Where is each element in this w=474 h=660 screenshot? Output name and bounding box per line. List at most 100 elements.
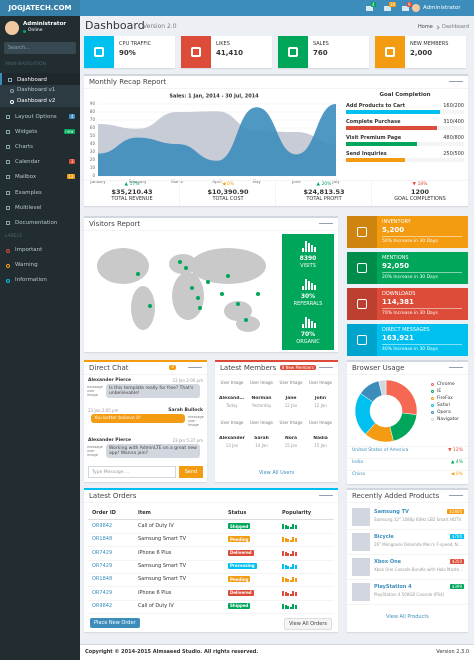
member-name[interactable]: Jane	[285, 396, 297, 401]
stat-change: ▲ 17%	[124, 182, 140, 187]
nav-icon[interactable]	[366, 6, 373, 11]
icon-glyph	[357, 335, 367, 345]
stat-note: 20% Increase in 30 Days	[382, 275, 438, 280]
member-date: Yesterday	[251, 403, 272, 408]
member-name[interactable]: Alexander Pierce	[219, 396, 245, 401]
row-divider	[88, 533, 334, 534]
nav-item[interactable]: Dashboard v1	[0, 85, 80, 96]
label-text[interactable]: Important	[15, 247, 43, 253]
breadcrumb[interactable]: Home	[418, 24, 433, 30]
nav-item[interactable]: Layout Options 4	[0, 110, 80, 124]
search-box[interactable]: Search...	[4, 42, 76, 54]
info-box: NEW MEMBERS 2,000	[375, 36, 466, 68]
product-name[interactable]: Xbox One	[374, 559, 402, 565]
header-user[interactable]: Administrator	[423, 5, 461, 11]
nav-item[interactable]: Widgets new	[0, 125, 80, 139]
box-title: Latest Orders	[89, 492, 137, 500]
product-image	[352, 533, 370, 551]
order-item: iPhone 6 Plus	[138, 549, 172, 556]
stat-block: ▲ 17% $35,210.43 TOTAL REVENUE	[84, 182, 180, 206]
country-name[interactable]: China	[352, 472, 365, 477]
product-name[interactable]: Bicycle	[374, 534, 394, 540]
map-land	[172, 272, 204, 320]
new-order-button[interactable]: Place New Order	[90, 618, 140, 628]
box-divider	[347, 502, 468, 503]
country-name[interactable]: India	[352, 460, 364, 465]
member-image-alt: User Image	[250, 420, 273, 425]
view-products[interactable]: View All Products	[386, 614, 429, 620]
labels-title: LABELS	[5, 234, 22, 239]
info-icon	[181, 36, 211, 68]
stat-label: INVENTORY	[382, 219, 411, 225]
stat-label: GOAL COMPLETIONS	[394, 196, 446, 202]
nav-badge: 4	[371, 2, 376, 7]
sparkline	[284, 591, 287, 596]
page-title: Dashboard	[85, 19, 145, 32]
member-name[interactable]: Alexander	[219, 436, 245, 441]
nav-item[interactable]: Multilevel	[0, 201, 80, 215]
nav-item[interactable]: Mailbox 12	[0, 170, 80, 184]
sparkline	[294, 538, 297, 543]
goal-value: 310/400	[443, 119, 464, 125]
page-subtitle: Version 2.0	[143, 23, 177, 30]
nav-label: Dashboard v1	[17, 87, 56, 93]
info-label: SALES	[313, 41, 329, 47]
nav-item[interactable]: Dashboard	[0, 73, 80, 87]
y-tick-label: 60	[90, 125, 96, 130]
order-id[interactable]: OR7429	[92, 589, 113, 596]
visitor-label: REFERRALS	[293, 301, 323, 307]
sparkline	[287, 592, 289, 596]
sparkbar	[311, 283, 313, 290]
sparkline	[294, 525, 297, 529]
map-land	[236, 316, 260, 332]
nav-item[interactable]: Examples	[0, 186, 80, 200]
nav-item[interactable]: Calendar 3	[0, 155, 80, 169]
row-divider	[88, 572, 334, 574]
nav-icon[interactable]	[402, 6, 409, 11]
nav-section: MAIN NAVIGATION	[5, 62, 46, 67]
order-id[interactable]: OR9842	[92, 602, 113, 609]
order-id[interactable]: OR1848	[92, 576, 113, 583]
label-text[interactable]: Warning	[15, 262, 38, 268]
member-name[interactable]: Nadia	[313, 436, 328, 441]
map-marker	[244, 318, 248, 322]
box-tools	[449, 367, 463, 368]
legend-swatch	[431, 418, 434, 421]
product-name[interactable]: Samsung TV	[374, 509, 409, 515]
row-divider	[88, 586, 334, 588]
member-name[interactable]: Nora	[284, 436, 298, 441]
member-name[interactable]: Sarah	[254, 436, 269, 441]
all-orders-button[interactable]: View All Orders	[283, 618, 332, 630]
order-id[interactable]: OR7429	[92, 562, 113, 569]
order-id[interactable]: OR7429	[92, 549, 113, 556]
country-name[interactable]: United States of America	[352, 448, 409, 453]
status-label: Delivered	[228, 549, 254, 556]
member-date: Today	[226, 403, 238, 408]
nav-item[interactable]: Charts	[0, 140, 80, 154]
member-name[interactable]: Norman	[251, 396, 272, 401]
chat-input[interactable]: Type Message ...	[88, 466, 176, 478]
box-title: Latest Members	[220, 364, 277, 372]
sparkline	[289, 580, 292, 583]
nav-icon[interactable]	[384, 6, 391, 11]
nav-item[interactable]: Dashboard v2	[0, 96, 80, 107]
view-users[interactable]: View All Users	[258, 470, 295, 476]
sparkbar	[302, 286, 304, 290]
member-name[interactable]: John	[314, 396, 327, 401]
order-id[interactable]: OR9842	[92, 523, 113, 529]
product-price: $399	[449, 584, 464, 589]
label-text[interactable]: Information	[15, 277, 47, 283]
send-button[interactable]: Send	[179, 466, 203, 478]
info-label: CPU TRAFFIC	[119, 41, 152, 47]
stat-label: MENTIONS	[382, 255, 409, 261]
chat-name: Sarah Bullock	[168, 408, 203, 413]
product-name[interactable]: PlayStation 4	[374, 584, 412, 590]
chat-avatar-alt: message user image	[188, 415, 204, 427]
map-marker	[206, 280, 210, 284]
nav-item[interactable]: Documentation	[0, 216, 80, 230]
y-tick-label: 90	[90, 101, 96, 106]
order-item: Call of Duty IV	[138, 602, 174, 609]
order-item: Samsung Smart TV	[138, 536, 187, 543]
order-id[interactable]: OR1848	[92, 536, 113, 543]
sparkbar	[308, 319, 310, 328]
